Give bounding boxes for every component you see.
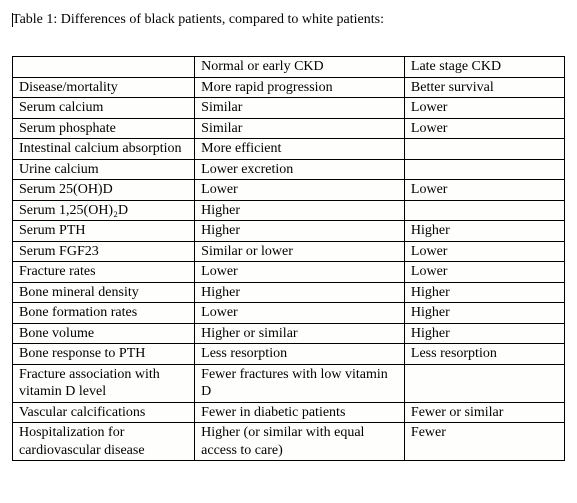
cell-value: Higher or similar	[195, 323, 405, 344]
table-row: Serum phosphateSimilarLower	[13, 118, 565, 139]
row-label: Urine calcium	[13, 159, 195, 180]
cell-value: Higher (or similar with equal access to …	[195, 423, 405, 461]
table-row: Serum FGF23Similar or lowerLower	[13, 241, 565, 262]
row-label: Serum phosphate	[13, 118, 195, 139]
table-row: Urine calciumLower excretion	[13, 159, 565, 180]
cell-value: Lower	[195, 303, 405, 324]
cell-value: Lower	[404, 118, 564, 139]
cell-value: More rapid progression	[195, 77, 405, 98]
table-row: Serum calciumSimilarLower	[13, 98, 565, 119]
row-label: Disease/mortality	[13, 77, 195, 98]
cell-value: Higher	[195, 200, 405, 221]
row-label: Serum 25(OH)D	[13, 180, 195, 201]
table-row: Serum PTHHigherHigher	[13, 221, 565, 242]
cell-value: Lower	[404, 241, 564, 262]
cell-value: Higher	[404, 323, 564, 344]
table-row: Fracture ratesLowerLower	[13, 262, 565, 283]
cell-value: Fewer or similar	[404, 402, 564, 423]
row-label: Fracture association with vitamin D leve…	[13, 364, 195, 402]
cell-value: Less resorption	[195, 344, 405, 365]
row-label: Bone response to PTH	[13, 344, 195, 365]
table-row: Hospitalization for cardiovascular disea…	[13, 423, 565, 461]
cell-value: Fewer in diabetic patients	[195, 402, 405, 423]
table-row: Intestinal calcium absorptionMore effici…	[13, 139, 565, 160]
comparison-table: Normal or early CKD Late stage CKD Disea…	[12, 56, 565, 461]
row-label: Serum 1,25(OH)₂D	[13, 200, 195, 221]
row-label: Bone mineral density	[13, 282, 195, 303]
row-label: Serum calcium	[13, 98, 195, 119]
col-header-2: Late stage CKD	[404, 57, 564, 78]
cell-value: Similar or lower	[195, 241, 405, 262]
cell-value: Higher	[195, 282, 405, 303]
cell-value	[404, 159, 564, 180]
cell-value: Lower excretion	[195, 159, 405, 180]
cell-value	[404, 200, 564, 221]
row-label: Serum FGF23	[13, 241, 195, 262]
cell-value: Similar	[195, 118, 405, 139]
cell-value: Higher	[404, 282, 564, 303]
row-label: Vascular calcifications	[13, 402, 195, 423]
table-caption: Table 1: Differences of black patients, …	[12, 12, 565, 28]
table-row: Bone volumeHigher or similarHigher	[13, 323, 565, 344]
col-header-1: Normal or early CKD	[195, 57, 405, 78]
row-label: Bone volume	[13, 323, 195, 344]
row-label: Bone formation rates	[13, 303, 195, 324]
table-row: Bone mineral densityHigherHigher	[13, 282, 565, 303]
table-row: Bone formation ratesLowerHigher	[13, 303, 565, 324]
cell-value: Similar	[195, 98, 405, 119]
row-label: Fracture rates	[13, 262, 195, 283]
cell-value	[404, 139, 564, 160]
row-label: Intestinal calcium absorption	[13, 139, 195, 160]
row-label: Serum PTH	[13, 221, 195, 242]
cell-value: Lower	[404, 262, 564, 283]
table-header-row: Normal or early CKD Late stage CKD	[13, 57, 565, 78]
cell-value: Higher	[404, 303, 564, 324]
cell-value: More efficient	[195, 139, 405, 160]
cell-value: Fewer fractures with low vitamin D	[195, 364, 405, 402]
table-row: Serum 25(OH)DLowerLower	[13, 180, 565, 201]
cell-value: Less resorption	[404, 344, 564, 365]
cell-value: Lower	[404, 180, 564, 201]
cell-value: Lower	[195, 180, 405, 201]
cell-value: Higher	[195, 221, 405, 242]
cell-value	[404, 364, 564, 402]
table-row: Vascular calcificationsFewer in diabetic…	[13, 402, 565, 423]
col-header-0	[13, 57, 195, 78]
table-row: Bone response to PTHLess resorptionLess …	[13, 344, 565, 365]
table-row: Serum 1,25(OH)₂DHigher	[13, 200, 565, 221]
cell-value: Lower	[404, 98, 564, 119]
table-title: Table 1: Differences of black patients, …	[12, 12, 384, 27]
table-row: Disease/mortalityMore rapid progressionB…	[13, 77, 565, 98]
cell-value: Lower	[195, 262, 405, 283]
cell-value: Fewer	[404, 423, 564, 461]
table-row: Fracture association with vitamin D leve…	[13, 364, 565, 402]
cell-value: Higher	[404, 221, 564, 242]
row-label: Hospitalization for cardiovascular disea…	[13, 423, 195, 461]
cell-value: Better survival	[404, 77, 564, 98]
